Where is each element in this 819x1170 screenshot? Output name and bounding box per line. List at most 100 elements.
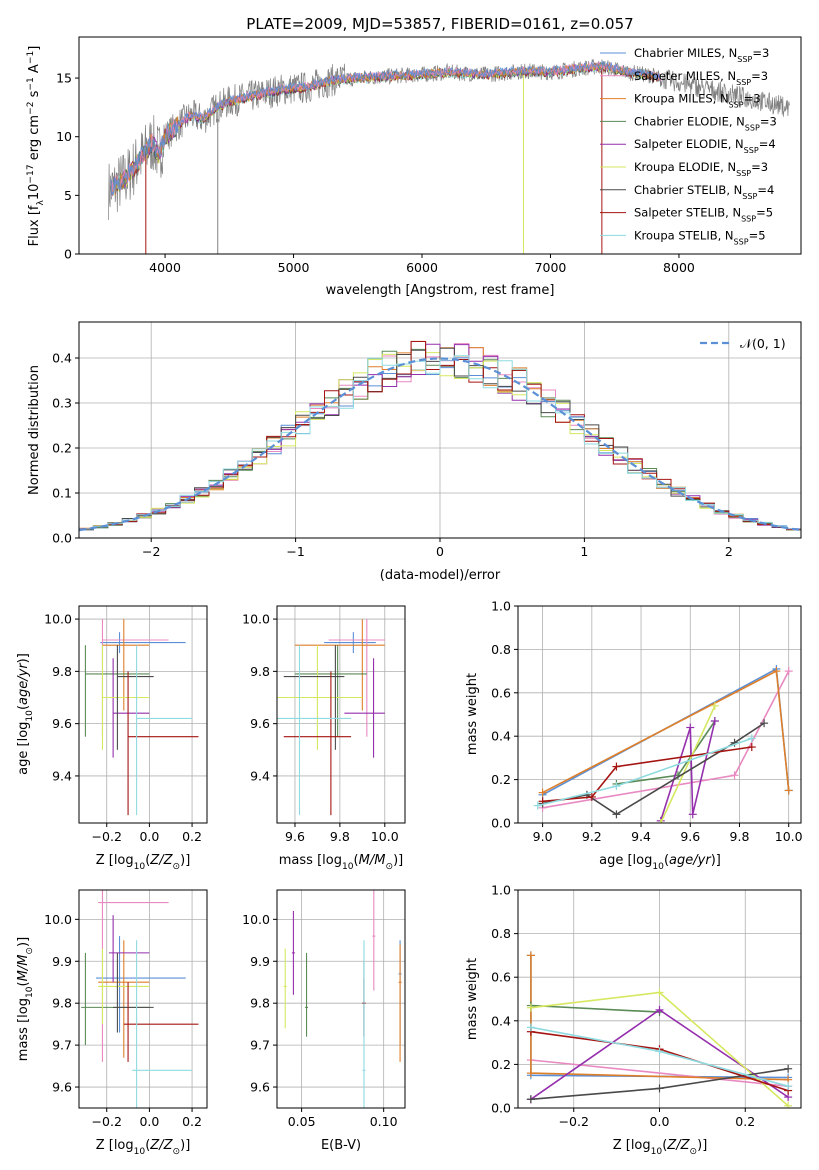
y-tick-label: 5 [64,188,72,203]
axes-frame [78,36,802,255]
panel-residuals: −2 −1 0 1 2 0.0 0.1 0.2 0.3 0.4 [52,321,802,559]
x-axis-label: wavelength [Angstrom, rest frame] [326,283,555,298]
model-spectrum-line [110,61,661,197]
axes-frame [517,605,802,824]
x-tick-label: 0.10 [370,1114,398,1129]
y-tick-label: 0.0 [491,1101,511,1116]
y-tick-label: 1.0 [491,599,511,614]
legend-entry: Chabrier MILES, NSSP=3 [634,46,769,64]
x-axis-label: age [log10(age/yr)] [599,853,721,872]
x-tick-label: 9.2 [582,829,602,844]
x-axis-label: Z [log10(Z/Z⊙)] [613,1138,708,1157]
y-tick-label: 0.0 [491,816,511,831]
x-tick-label: 0.05 [288,1114,316,1129]
y-tick-label: 9.8 [52,664,72,679]
legend-entry: Salpeter MILES, NSSP=3 [634,69,768,87]
y-tick-label: 10.0 [44,912,72,927]
y-tick-label: 10 [56,129,72,144]
legend-entry: Chabrier ELODIE, NSSP=3 [634,114,777,131]
panel-mass_vs_Z: −0.2 0.0 0.2 9.6 9.7 9.8 9.9 10.0 [44,889,208,1129]
normal-curve [79,357,801,532]
x-axis-label: mass [log10(M/M⊙)] [279,853,403,872]
x-tick-label: −2 [142,544,160,559]
legend-entry: Kroupa STELIB, NSSP=5 [634,228,766,246]
plot-area-mass_vs_ebv [277,890,405,1108]
x-tick-label: 10.0 [371,829,399,844]
panel-age_vs_Z: −0.2 0.0 0.2 9.4 9.6 9.8 10.0 [44,605,208,844]
x-tick-label: 7000 [535,260,567,275]
y-tick-label: 9.9 [250,954,270,969]
model-spectrum-line [110,61,662,196]
y-tick-label: 9.4 [250,768,270,783]
x-tick-label: 5000 [278,260,310,275]
x-tick-label: 0.2 [182,829,202,844]
x-tick-label: 1 [580,544,588,559]
y-tick-label: 9.8 [52,996,72,1011]
weight-line-chabrier_elodie [616,720,716,785]
y-tick-label: 0.2 [491,772,511,787]
y-tick-label: 0.2 [52,441,72,456]
plot-area-mass_vs_Z [79,890,207,1108]
x-tick-label: 10.0 [775,829,803,844]
y-axis-label: age [log10(age/yr)] [16,653,35,775]
x-tick-label: 0.0 [650,1114,670,1129]
y-tick-label: 9.7 [250,1038,270,1053]
x-tick-label: 0.2 [182,1114,202,1129]
legend-entry: Kroupa ELODIE, NSSP=3 [634,160,768,178]
panel-spectrum: 4000 5000 6000 7000 8000 0 5 10 15 [56,36,802,275]
x-tick-label: 9.6 [680,829,700,844]
y-tick-label: 9.6 [250,1080,270,1095]
x-tick-label: 0 [436,544,444,559]
x-tick-label: 0.0 [139,829,159,844]
histogram-kroupa_stelib [79,355,801,530]
y-tick-label: 15 [56,71,72,86]
weight-line-chabrier_stelib [542,722,765,816]
y-tick-label: 9.9 [52,954,72,969]
y-tick-label: 10.0 [44,612,72,627]
weight-line-salpeter_miles [530,1059,789,1087]
x-tick-label: 9.4 [631,829,651,844]
y-tick-label: 9.6 [52,1080,72,1095]
weight-line-chabrier_elodie [530,1004,660,1013]
x-tick-label: 9.0 [533,829,553,844]
y-tick-label: 0.4 [491,1013,511,1028]
weight-line-salpeter_stelib [542,746,752,803]
panel-age_vs_mass: 9.6 9.8 10.0 9.4 9.6 9.8 10.0 [242,605,406,844]
weight-line-kroupa_elodie [659,705,716,823]
axes-frame [276,889,406,1109]
x-tick-label: 0.0 [139,1114,159,1129]
panel-mass_vs_ebv: 0.05 0.10 9.6 9.7 9.8 9.9 10.0 [242,889,406,1129]
y-axis-label: mass weight [465,958,480,1040]
y-tick-label: 0 [64,247,72,262]
x-tick-label: 0.2 [735,1114,755,1129]
axes-frame [276,605,406,824]
panel-massweight_vs_Z: −0.2 0.0 0.2 0.0 0.2 0.4 0.6 0.8 1.0 [491,883,802,1129]
plot-area-age_vs_mass [277,606,405,823]
y-tick-label: 0.3 [52,396,72,411]
x-tick-label: 2 [725,544,733,559]
x-tick-label: 9.8 [730,829,750,844]
figure-title: PLATE=2009, MJD=53857, FIBERID=0161, z=0… [246,15,633,33]
legend-entry: 𝒩(0, 1) [740,336,786,351]
model-spectrum-line [110,61,662,196]
y-axis-label: mass [log10(M/M⊙)] [16,937,35,1061]
y-tick-label: 9.6 [52,716,72,731]
x-tick-label: 9.8 [330,829,350,844]
weight-line-salpeter_elodie [659,720,716,822]
y-tick-label: 0.8 [491,926,511,941]
plot-area-age_vs_Z [79,606,207,823]
panel-massweight_vs_age: 9.0 9.2 9.4 9.6 9.8 10.0 0.0 0.2 0.4 0.6 0.8 1.0 [491,599,803,845]
y-tick-label: 9.6 [250,716,270,731]
y-tick-label: 0.4 [491,729,511,744]
x-axis-label: Z [log10(Z/Z⊙)] [96,1138,191,1157]
model-spectrum-line [110,62,661,196]
legend-entry: Kroupa MILES, NSSP=3 [634,92,761,110]
x-axis-label: Z [log10(Z/Z⊙)] [96,853,191,872]
y-axis-label: Normed distribution [27,365,42,495]
x-tick-label: −1 [286,544,304,559]
y-tick-label: 10.0 [242,612,270,627]
x-axis-label: (data-model)/error [380,568,501,583]
y-tick-label: 9.4 [52,768,72,783]
model-spectrum-line [110,63,662,196]
legend-entry: Chabrier STELIB, NSSP=4 [634,183,774,201]
